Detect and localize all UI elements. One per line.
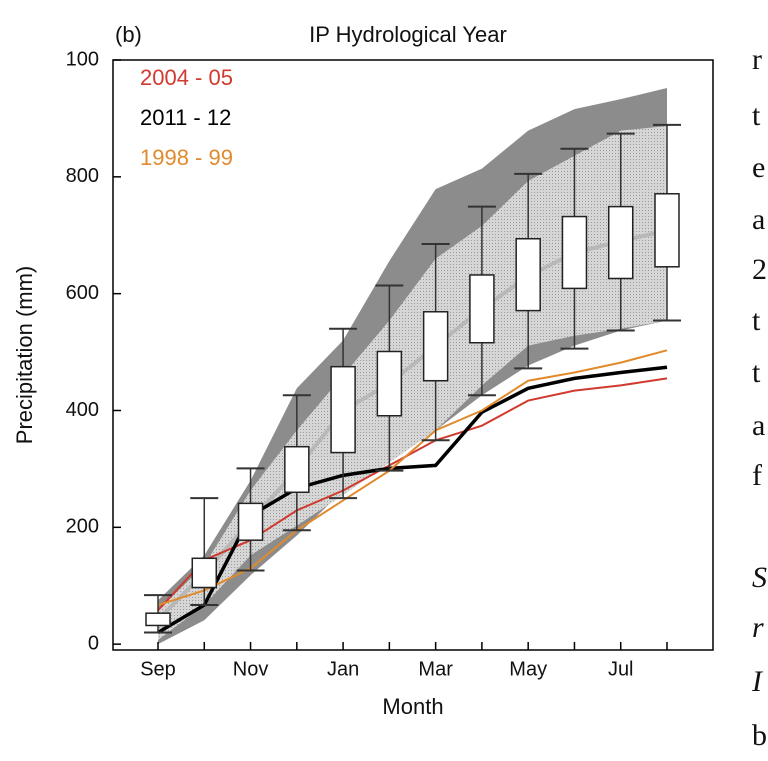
box (469, 274, 495, 344)
series-line (157, 349, 668, 606)
series-line (157, 377, 668, 611)
box (284, 445, 310, 494)
margin-text: t (752, 304, 761, 337)
chart-title: IP Hydrological Year (309, 22, 507, 47)
box (422, 311, 449, 382)
y-tick-label: 200 (66, 516, 99, 538)
box (191, 557, 218, 589)
x-tick-label: May (509, 658, 547, 680)
plot-area (144, 88, 681, 645)
x-tick-label: Mar (418, 658, 453, 680)
y-tick-label: 800 (66, 165, 99, 187)
plot-frame (112, 59, 714, 651)
x-tick-label: Sep (140, 658, 176, 680)
y-tick-label: 0 (88, 632, 99, 654)
box (237, 502, 264, 541)
legend-entry: 2004 - 05 (140, 65, 233, 90)
x-axis-label: Month (382, 694, 443, 719)
box (145, 612, 171, 627)
margin-text: f (752, 459, 762, 492)
y-axis-label: Precipitation (mm) (12, 266, 37, 444)
margin-text: t (752, 356, 761, 389)
box (376, 350, 403, 417)
margin-text: 2 (752, 253, 767, 286)
margin-text: S (752, 561, 767, 594)
y-tick-label: 400 (66, 399, 99, 421)
y-tick-label: 100 (66, 48, 99, 70)
legend-entry: 2011 - 12 (140, 105, 231, 130)
envelope-inner (158, 126, 667, 641)
box (607, 205, 634, 280)
y-tick-label: 600 (66, 282, 99, 304)
box (561, 215, 588, 290)
box (515, 238, 541, 312)
box (330, 365, 356, 454)
margin-text: r (752, 43, 762, 76)
margin-text: a (752, 409, 765, 442)
legend-entry: 1998 - 99 (140, 145, 233, 170)
x-tick-label: Nov (233, 658, 269, 680)
margin-text: b (752, 719, 767, 752)
margin-text: a (752, 203, 765, 236)
margin-text: r (752, 611, 764, 644)
x-tick-label: Jan (327, 658, 359, 680)
panel-label: (b) (115, 22, 142, 47)
x-tick-label: Jul (608, 658, 634, 680)
margin-text: e (752, 151, 765, 184)
margin-text: I (751, 665, 764, 698)
margin-text: t (752, 99, 761, 132)
box (654, 193, 680, 268)
